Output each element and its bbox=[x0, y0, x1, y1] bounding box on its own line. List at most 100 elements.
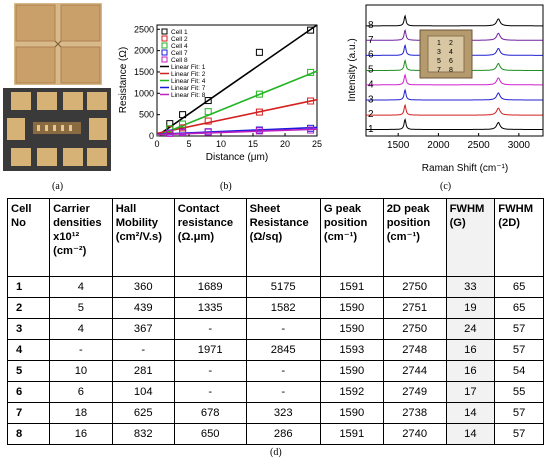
spectrum-label: 2 bbox=[368, 109, 374, 120]
table-cell: 1689 bbox=[173, 276, 247, 298]
x-tick-label: 20 bbox=[280, 139, 290, 149]
data-point bbox=[179, 111, 187, 119]
inset-cell-label: 5 bbox=[437, 58, 441, 65]
table-cell: 1590 bbox=[319, 360, 384, 382]
data-point bbox=[166, 129, 174, 137]
data-point bbox=[179, 124, 187, 132]
table-cell: - bbox=[173, 381, 247, 403]
spectrum-label: 1 bbox=[368, 124, 374, 135]
table-cell: 286 bbox=[245, 423, 321, 445]
table-cell: - bbox=[245, 360, 321, 382]
x-tick-label: 10 bbox=[216, 139, 226, 149]
legend-label: Cell 8 bbox=[171, 57, 188, 64]
table-cell: 65 bbox=[494, 276, 544, 298]
cell-number: 6 bbox=[6, 381, 51, 403]
spectrum-label: 6 bbox=[368, 50, 374, 61]
raman-spectrum bbox=[366, 73, 543, 86]
fit-line bbox=[156, 128, 318, 136]
legend-label: Linear Fit: 8 bbox=[171, 92, 206, 99]
data-point bbox=[255, 90, 263, 98]
micrograph-top bbox=[14, 3, 102, 85]
table-cell: 2749 bbox=[382, 381, 447, 403]
legend-label: Linear Fit: 7 bbox=[171, 85, 206, 92]
table-row: 8 16 832 650 286 1591 2740 14 57 bbox=[6, 423, 544, 445]
table-cell: 1590 bbox=[319, 297, 384, 319]
raman-spectrum bbox=[366, 88, 543, 101]
data-point bbox=[307, 97, 315, 105]
table-row: 1 4 360 1689 5175 1591 2750 33 65 bbox=[6, 276, 544, 298]
data-point bbox=[307, 26, 315, 34]
table-cell: 57 bbox=[494, 318, 544, 340]
inset-photo: 1 2 3 4 5 6 7 8 bbox=[419, 29, 473, 79]
header-g-peak: G peak position (cm⁻¹) bbox=[319, 198, 384, 277]
table-cell: 1590 bbox=[319, 318, 384, 340]
table-cell: 54 bbox=[494, 360, 544, 382]
table-cell: - bbox=[111, 339, 175, 361]
table-row: 6 6 104- -1592 2749 17 55 bbox=[6, 381, 544, 403]
table-row: 5 10 281- -1590 2744 16 54 bbox=[6, 360, 544, 382]
y-axis-label: Intensity (a.u.) bbox=[347, 38, 358, 101]
fit-line bbox=[156, 98, 318, 135]
table-cell: 832 bbox=[111, 423, 175, 445]
y-tick-label: 1500 bbox=[134, 67, 154, 77]
spectrum-label: 5 bbox=[368, 65, 374, 76]
table-cell: 18 bbox=[49, 402, 113, 424]
table-cell: 2744 bbox=[382, 360, 447, 382]
raman-spectrum bbox=[366, 117, 543, 130]
x-tick-label: 5 bbox=[186, 139, 191, 149]
x-tick-label: 2500 bbox=[468, 140, 491, 151]
legend-marker bbox=[161, 49, 168, 56]
data-point bbox=[166, 125, 174, 133]
legend-label: Cell 1 bbox=[171, 29, 188, 36]
inset-cell-label: 3 bbox=[437, 49, 441, 56]
y-tick-label: 0 bbox=[149, 131, 154, 141]
spectrum-label: 7 bbox=[368, 35, 374, 46]
header-sheet-resistance: Sheet Resistance (Ω/sq) bbox=[245, 198, 321, 277]
data-point bbox=[255, 48, 263, 56]
inset-cell-label: 1 bbox=[437, 40, 441, 47]
cell-number: 5 bbox=[6, 360, 51, 382]
table-cell: 104 bbox=[111, 381, 175, 403]
table-cell: 65 bbox=[494, 297, 544, 319]
table-cell: - bbox=[245, 381, 321, 403]
data-point bbox=[204, 97, 212, 105]
table-header-row: Cell No Carrier densities x10¹² (cm⁻²) H… bbox=[6, 198, 544, 277]
header-cell-no: Cell No bbox=[6, 198, 51, 277]
table-cell: 1335 bbox=[173, 297, 247, 319]
table-cell: 281 bbox=[111, 360, 175, 382]
table-cell: 5175 bbox=[245, 276, 321, 298]
table-cell: 33 bbox=[445, 276, 496, 298]
table-row: 2 5 439 1335 1582 1590 2751 19 65 bbox=[6, 297, 544, 319]
inset-cell-label: 2 bbox=[449, 40, 453, 47]
table-cell: 625 bbox=[111, 402, 175, 424]
data-point bbox=[204, 108, 212, 116]
table-row: 3 4 367- -1590 2750 24 57 bbox=[6, 318, 544, 340]
table-cell: 1591 bbox=[319, 423, 384, 445]
table-cell: 1582 bbox=[245, 297, 321, 319]
table-cell: 19 bbox=[445, 297, 496, 319]
spectrum-label: 8 bbox=[368, 20, 374, 31]
table-cell: 1593 bbox=[319, 339, 384, 361]
table-cell: 1590 bbox=[319, 402, 384, 424]
table-cell: 2751 bbox=[382, 297, 447, 319]
plot-frame bbox=[156, 24, 318, 137]
table-cell: - bbox=[173, 360, 247, 382]
cell-number: 1 bbox=[6, 276, 51, 298]
table-cell: - bbox=[173, 318, 247, 340]
legend-label: Linear Fit: 4 bbox=[171, 78, 206, 85]
table-cell: 2845 bbox=[245, 339, 321, 361]
x-tick-label: 25 bbox=[312, 139, 322, 149]
table-cell: 6 bbox=[49, 381, 113, 403]
header-fwhm-2d: FWHM (2D) bbox=[494, 198, 544, 277]
table-cell: 16 bbox=[49, 423, 113, 445]
table-cell: 678 bbox=[173, 402, 247, 424]
x-axis-label: Distance (μm) bbox=[206, 152, 268, 163]
caption-a: (a) bbox=[52, 181, 64, 192]
data-point bbox=[179, 129, 187, 137]
data-point bbox=[307, 126, 315, 134]
table-cell: 2750 bbox=[382, 318, 447, 340]
table-cell: 1592 bbox=[319, 381, 384, 403]
table-cell: 55 bbox=[494, 381, 544, 403]
table-cell: 14 bbox=[445, 423, 496, 445]
header-carrier-density: Carrier densities x10¹² (cm⁻²) bbox=[49, 198, 113, 277]
